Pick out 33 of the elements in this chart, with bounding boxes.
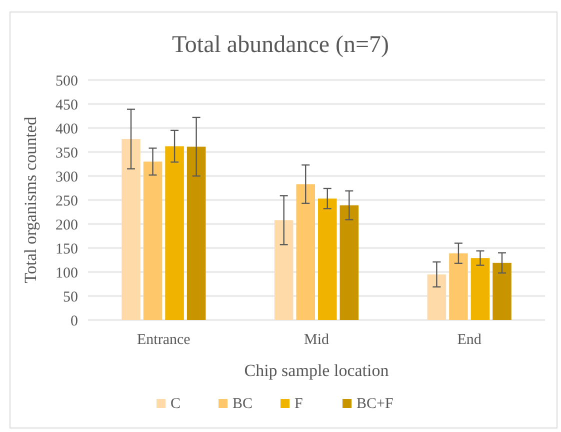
y-tick-label: 150 bbox=[56, 241, 78, 258]
legend-label: BC bbox=[232, 396, 253, 412]
y-axis-title: Total organisms counted bbox=[21, 116, 40, 284]
y-tick-label: 300 bbox=[56, 169, 78, 186]
bar bbox=[449, 253, 468, 320]
bar bbox=[122, 139, 140, 320]
bar bbox=[165, 146, 184, 320]
x-tick-label: End bbox=[457, 332, 482, 348]
y-tick-label: 100 bbox=[56, 265, 78, 282]
x-tick-label: Mid bbox=[304, 332, 330, 348]
bar bbox=[318, 198, 337, 320]
bar bbox=[340, 205, 359, 320]
y-tick-label: 200 bbox=[56, 217, 78, 234]
bar bbox=[427, 274, 446, 320]
y-tick-label: 400 bbox=[56, 121, 78, 138]
legend-label: BC+F bbox=[356, 396, 394, 412]
y-tick-label: 350 bbox=[56, 145, 78, 162]
bar bbox=[143, 162, 162, 320]
bar bbox=[492, 262, 512, 320]
legend-label: C bbox=[170, 396, 181, 412]
bar bbox=[186, 146, 206, 320]
legend-label: F bbox=[294, 396, 303, 412]
y-tick-label: 50 bbox=[63, 289, 78, 306]
y-tick-label: 450 bbox=[56, 97, 78, 114]
x-tick-label: Entrance bbox=[137, 332, 191, 348]
x-axis-title: Chip sample location bbox=[244, 361, 390, 380]
bar bbox=[274, 220, 294, 320]
y-tick-label: 250 bbox=[56, 193, 78, 210]
bar bbox=[296, 184, 315, 320]
bar bbox=[470, 258, 490, 320]
chart-title: Total abundance (n=7) bbox=[172, 32, 390, 58]
y-tick-label: 500 bbox=[56, 73, 78, 90]
y-tick-label: 0 bbox=[70, 313, 78, 330]
